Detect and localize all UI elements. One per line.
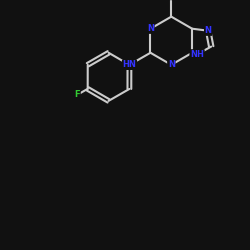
Text: HN: HN — [122, 60, 136, 69]
Text: NH: NH — [190, 50, 204, 59]
Text: N: N — [147, 24, 154, 33]
Text: N: N — [205, 26, 212, 35]
Text: F: F — [74, 90, 80, 99]
Text: N: N — [168, 60, 175, 69]
